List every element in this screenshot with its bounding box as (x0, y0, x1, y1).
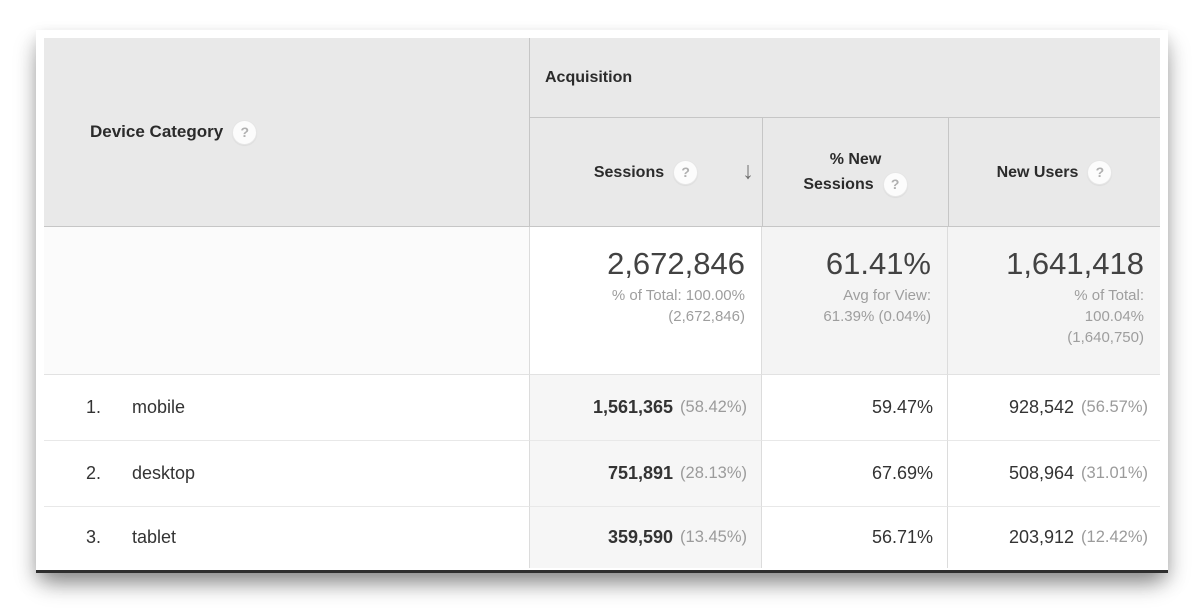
row-index: 2. (86, 463, 102, 483)
acquisition-label: Acquisition (545, 68, 633, 86)
help-icon[interactable]: ? (1087, 159, 1113, 185)
sessions-value: 1,561,365 (592, 397, 674, 417)
new-users-percent: (12.42%) (1081, 528, 1148, 546)
sessions-total-detail-line2: (2,672,846) (668, 308, 745, 325)
new-users-header-label: New Users (996, 163, 1079, 181)
sessions-value: 751,891 (607, 463, 674, 483)
table-row-sessions-cell: 751,891 (28.13%) (530, 441, 762, 507)
table-row-device-cell: 1. mobile (44, 375, 530, 441)
new-users-total-detail-line2: 100.04% (1084, 308, 1144, 325)
device-name: desktop (132, 463, 196, 483)
acquisition-group-header: Acquisition (530, 38, 1160, 118)
sessions-percent: (13.45%) (680, 528, 747, 546)
sessions-value: 359,590 (607, 527, 674, 547)
help-icon[interactable]: ? (882, 172, 908, 197)
table-row-new-sessions-cell: 56.71% (762, 507, 948, 568)
percent-new-sessions-column-header[interactable]: % New Sessions ? (762, 118, 948, 227)
help-icon[interactable]: ? (673, 159, 699, 185)
table-row-new-sessions-cell: 59.47% (762, 375, 948, 441)
table-row-device-cell: 2. desktop (44, 441, 530, 507)
percent-new-sessions-header-line2: Sessions (803, 176, 874, 193)
percent-new-sessions-total-cell: 61.41% Avg for View: 61.39% (0.04%) (762, 227, 948, 375)
new-users-value: 508,964 (1008, 463, 1075, 483)
new-sessions-value: 56.71% (871, 527, 933, 547)
device-category-label: Device Category (90, 122, 224, 141)
table-row-new-users-cell: 508,964 (31.01%) (948, 441, 1160, 507)
new-users-percent: (56.57%) (1081, 398, 1148, 416)
device-category-table: Device Category ? Acquisition Sessions ?… (44, 38, 1160, 568)
device-category-column-header[interactable]: Device Category ? (44, 38, 530, 227)
new-users-column-header[interactable]: New Users ? (948, 118, 1160, 227)
new-users-value: 203,912 (1008, 527, 1075, 547)
sessions-column-header[interactable]: Sessions ? ↓ (530, 118, 762, 227)
analytics-table-card: Device Category ? Acquisition Sessions ?… (36, 30, 1168, 573)
sessions-percent: (28.13%) (680, 464, 747, 482)
table-row-sessions-cell: 359,590 (13.45%) (530, 507, 762, 568)
table-row-new-sessions-cell: 67.69% (762, 441, 948, 507)
row-index: 3. (86, 527, 102, 547)
summary-dimension-cell (44, 227, 530, 375)
table-row-device-cell: 3. tablet (44, 507, 530, 568)
new-users-total-detail-line1: % of Total: (1074, 287, 1144, 304)
sessions-total-value: 2,672,846 (607, 246, 745, 281)
new-users-percent: (31.01%) (1081, 464, 1148, 482)
sessions-header-label: Sessions (593, 163, 665, 181)
new-users-total-value: 1,641,418 (1006, 246, 1144, 281)
row-index: 1. (86, 397, 102, 417)
table-row-sessions-cell: 1,561,365 (58.42%) (530, 375, 762, 441)
new-sessions-value: 67.69% (871, 463, 933, 483)
sort-descending-icon: ↓ (742, 157, 754, 185)
sessions-total-detail-line1: % of Total: 100.00% (611, 287, 745, 304)
new-sessions-value: 59.47% (871, 397, 933, 417)
table-row-new-users-cell: 928,542 (56.57%) (948, 375, 1160, 441)
new-users-value: 928,542 (1008, 397, 1075, 417)
percent-new-sessions-total-value: 61.41% (825, 246, 931, 281)
percent-new-sessions-total-detail-line1: Avg for View: (843, 287, 931, 304)
sessions-percent: (58.42%) (680, 398, 747, 416)
new-users-total-cell: 1,641,418 % of Total: 100.04% (1,640,750… (948, 227, 1160, 375)
device-name: tablet (132, 527, 177, 547)
new-users-total-detail-line3: (1,640,750) (1067, 329, 1144, 346)
device-name: mobile (132, 397, 186, 417)
help-icon[interactable]: ? (232, 119, 258, 145)
table-row-new-users-cell: 203,912 (12.42%) (948, 507, 1160, 568)
sessions-total-cell: 2,672,846 % of Total: 100.00% (2,672,846… (530, 227, 762, 375)
percent-new-sessions-header-line1: % New (829, 151, 882, 168)
percent-new-sessions-total-detail-line2: 61.39% (0.04%) (823, 308, 931, 325)
